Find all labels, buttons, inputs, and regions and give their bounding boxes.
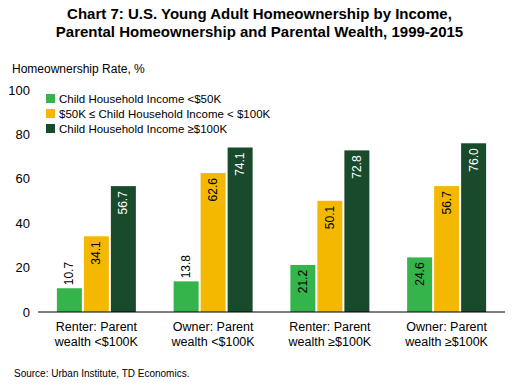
bar <box>174 281 199 312</box>
bars <box>57 143 486 312</box>
data-label: 10.7 <box>62 262 76 286</box>
legend-label: Child Household Income <$50K <box>59 93 221 105</box>
bar <box>111 186 136 312</box>
data-label: 56.7 <box>440 191 454 215</box>
x-tick-line: Owner: Parent <box>173 320 254 334</box>
data-label: 21.2 <box>296 270 310 294</box>
x-tick-label: Owner: Parentwealth ≥$100K <box>404 320 488 349</box>
data-label: 72.8 <box>350 155 364 179</box>
data-label: 13.8 <box>179 255 193 279</box>
data-label: 76.0 <box>467 148 481 172</box>
x-tick-label: Renter: Parentwealth ≥$100K <box>288 320 372 349</box>
y-tick-label: 80 <box>16 127 30 142</box>
title-line: Parental Homeownership and Parental Weal… <box>56 23 463 40</box>
y-axis-label: Homeownership Rate, % <box>12 62 145 76</box>
data-label: 24.6 <box>413 262 427 286</box>
x-tick-line: Renter: Parent <box>56 320 138 334</box>
x-tick-line: wealth ≥$100K <box>288 335 372 349</box>
y-tick-label: 100 <box>8 83 30 98</box>
y-tick-label: 40 <box>16 216 30 231</box>
data-label: 56.7 <box>116 191 130 215</box>
page: {"chart_data": { "type": "bar", "title":… <box>0 0 519 386</box>
data-label: 50.1 <box>323 205 337 229</box>
x-tick-line: wealth ≥$100K <box>404 335 488 349</box>
legend-swatch <box>46 94 55 103</box>
data-label: 62.6 <box>206 178 220 202</box>
x-axis-line <box>38 312 505 313</box>
bar <box>57 288 82 312</box>
y-tick-label: 20 <box>16 260 30 275</box>
data-label: 34.1 <box>89 241 103 265</box>
legend-swatch <box>46 124 55 133</box>
x-tick-line: wealth <$100K <box>171 335 256 349</box>
x-tick-line: Renter: Parent <box>289 320 371 334</box>
source: Source: Urban Institute, TD Economics. <box>14 368 189 379</box>
y-tick-label: 0 <box>23 305 30 320</box>
bar <box>228 147 253 312</box>
data-labels: 10.7 13.8 21.2 24.6 34.1 62.6 50.1 56.7 56.7 74.1… <box>62 148 480 293</box>
bar <box>344 150 369 312</box>
legend-label: Child Household Income ≥$100K <box>59 123 227 135</box>
legend-swatch <box>46 109 55 118</box>
bar <box>317 201 342 312</box>
bar <box>201 173 226 312</box>
legend-label: $50K ≤ Child Household Income < $100K <box>59 108 271 120</box>
bar <box>407 257 432 312</box>
title: Chart 7: U.S. Young Adult Homeownership … <box>56 5 463 40</box>
x-tick-label: Owner: Parentwealth <$100K <box>171 320 256 349</box>
title-line: Chart 7: U.S. Young Adult Homeownership … <box>67 5 452 22</box>
chart: Chart 7: U.S. Young Adult Homeownership … <box>0 0 519 386</box>
x-tick-line: Owner: Parent <box>406 320 487 334</box>
bar <box>461 143 486 312</box>
bar <box>434 186 459 312</box>
bar <box>290 265 315 312</box>
data-label: 74.1 <box>233 152 247 176</box>
x-tick-line: wealth <$100K <box>54 335 139 349</box>
x-tick-label: Renter: Parentwealth <$100K <box>54 320 139 349</box>
bar <box>84 236 109 312</box>
y-tick-label: 60 <box>16 171 30 186</box>
